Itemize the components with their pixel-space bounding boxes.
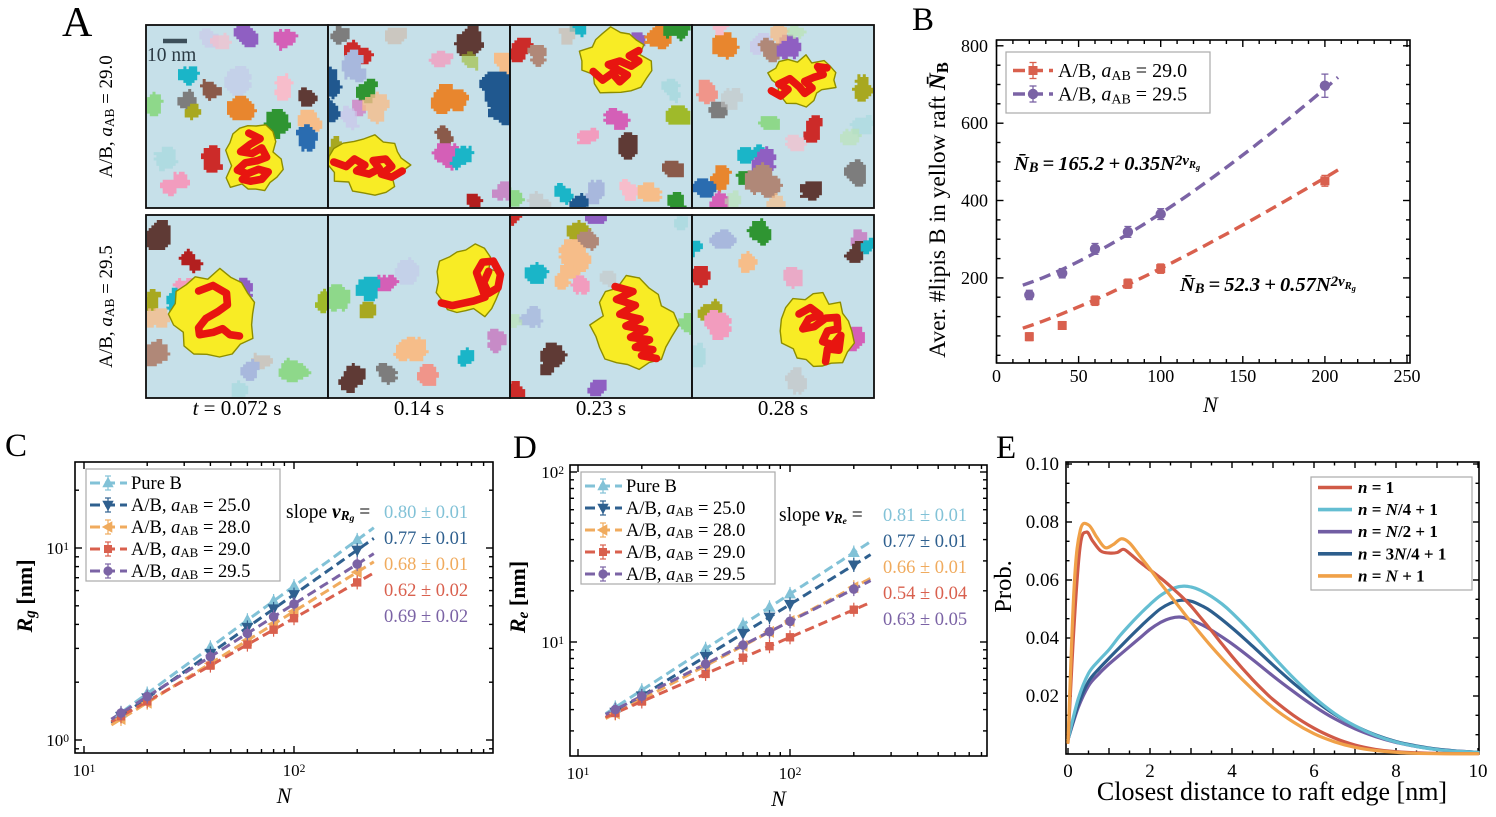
svg-text:n = 1: n = 1: [1358, 478, 1394, 497]
svg-text:B: B: [912, 2, 934, 38]
svg-text:n = N/4 + 1: n = N/4 + 1: [1358, 500, 1438, 519]
svg-text:0.02: 0.02: [1026, 686, 1059, 707]
svg-text:n = 3N/4 + 1: n = 3N/4 + 1: [1358, 544, 1446, 563]
svg-text:slope νRg =: slope νRg =: [286, 502, 370, 524]
svg-text:0.06: 0.06: [1026, 570, 1059, 591]
svg-text:100: 100: [1147, 366, 1174, 386]
svg-text:Prob.: Prob.: [990, 560, 1017, 612]
svg-text:t = 0.072 s: t = 0.072 s: [193, 396, 282, 420]
svg-text:N: N: [276, 783, 293, 808]
svg-text:A/B, aAB = 25.0: A/B, aAB = 25.0: [626, 499, 745, 519]
svg-text:250: 250: [1394, 366, 1421, 386]
svg-text:8: 8: [1391, 761, 1401, 782]
svg-text:0.66 ± 0.01: 0.66 ± 0.01: [883, 558, 967, 578]
svg-text:0.81 ± 0.01: 0.81 ± 0.01: [883, 506, 967, 526]
svg-text:N̄B = 165.2 + 0.35N2νRg: N̄B = 165.2 + 0.35N2νRg: [1013, 153, 1200, 176]
svg-text:E: E: [996, 430, 1016, 466]
svg-text:600: 600: [961, 113, 988, 133]
svg-text:0: 0: [1063, 761, 1073, 782]
svg-text:D: D: [513, 430, 537, 466]
svg-text:200: 200: [961, 268, 988, 288]
svg-text:A/B, aAB = 25.0: A/B, aAB = 25.0: [131, 496, 250, 516]
svg-text:200: 200: [1311, 366, 1338, 386]
svg-text:Re [nm]: Re [nm]: [505, 561, 532, 634]
svg-text:n = N/2 + 1: n = N/2 + 1: [1358, 522, 1438, 541]
svg-text:0.62 ± 0.02: 0.62 ± 0.02: [384, 581, 468, 601]
svg-text:0.80 ± 0.01: 0.80 ± 0.01: [384, 503, 468, 523]
svg-text:N̄B = 52.3 + 0.57N2νRg: N̄B = 52.3 + 0.57N2νRg: [1179, 274, 1356, 297]
svg-text:A/B, aAB = 29.5: A/B, aAB = 29.5: [1058, 84, 1187, 108]
svg-text:0.28 s: 0.28 s: [758, 396, 808, 420]
svg-text:A/B, aAB = 29.5: A/B, aAB = 29.5: [96, 245, 117, 368]
svg-text:50: 50: [1070, 366, 1088, 386]
svg-text:Pure B: Pure B: [626, 477, 677, 497]
svg-text:6: 6: [1309, 761, 1319, 782]
svg-text:150: 150: [1229, 366, 1256, 386]
svg-text:0.08: 0.08: [1026, 512, 1059, 533]
svg-text:0.14 s: 0.14 s: [394, 396, 444, 420]
svg-text:0.54 ± 0.04: 0.54 ± 0.04: [883, 584, 967, 604]
svg-text:800: 800: [961, 36, 988, 56]
svg-text:A/B, aAB = 29.0: A/B, aAB = 29.0: [1058, 60, 1187, 84]
svg-text:Rg [nm]: Rg [nm]: [12, 559, 39, 633]
svg-text:0.77 ± 0.01: 0.77 ± 0.01: [384, 529, 468, 549]
svg-text:n = N + 1: n = N + 1: [1358, 566, 1425, 585]
svg-text:0.63 ± 0.05: 0.63 ± 0.05: [883, 610, 967, 630]
svg-text:A/B, aAB = 29.5: A/B, aAB = 29.5: [131, 562, 250, 582]
svg-text:A/B, aAB = 29.0: A/B, aAB = 29.0: [131, 540, 250, 560]
svg-text:0.69 ± 0.02: 0.69 ± 0.02: [384, 607, 468, 627]
svg-text:Closest distance to raft edge: Closest distance to raft edge [nm]: [1097, 777, 1447, 806]
svg-text:A/B, aAB = 28.0: A/B, aAB = 28.0: [626, 521, 745, 541]
svg-text:Pure B: Pure B: [131, 474, 182, 494]
svg-text:N: N: [770, 786, 787, 811]
svg-text:0.10: 0.10: [1026, 454, 1059, 475]
svg-text:2: 2: [1145, 761, 1155, 782]
svg-text:10 nm: 10 nm: [147, 45, 196, 66]
svg-text:A/B, aAB = 28.0: A/B, aAB = 28.0: [131, 518, 250, 538]
svg-text:0.68 ± 0.01: 0.68 ± 0.01: [384, 555, 468, 575]
svg-text:A/B, aAB = 29.0: A/B, aAB = 29.0: [96, 55, 117, 178]
svg-text:A/B, aAB = 29.0: A/B, aAB = 29.0: [626, 543, 745, 563]
svg-text:0.04: 0.04: [1026, 628, 1060, 649]
svg-text:A/B, aAB = 29.5: A/B, aAB = 29.5: [626, 565, 745, 585]
svg-text:N: N: [1202, 392, 1219, 417]
svg-text:Aver. #lipis B in yellow raft: Aver. #lipis B in yellow raft N̄B: [925, 62, 952, 358]
svg-text:10: 10: [1469, 761, 1488, 782]
svg-text:slope νRe =: slope νRe =: [779, 505, 863, 527]
svg-text:400: 400: [961, 191, 988, 211]
svg-text:4: 4: [1227, 761, 1237, 782]
svg-text:A: A: [62, 0, 93, 46]
svg-text:0.23 s: 0.23 s: [576, 396, 626, 420]
svg-text:0.77 ± 0.01: 0.77 ± 0.01: [883, 532, 967, 552]
svg-text:0: 0: [992, 366, 1001, 386]
svg-text:C: C: [5, 428, 27, 464]
